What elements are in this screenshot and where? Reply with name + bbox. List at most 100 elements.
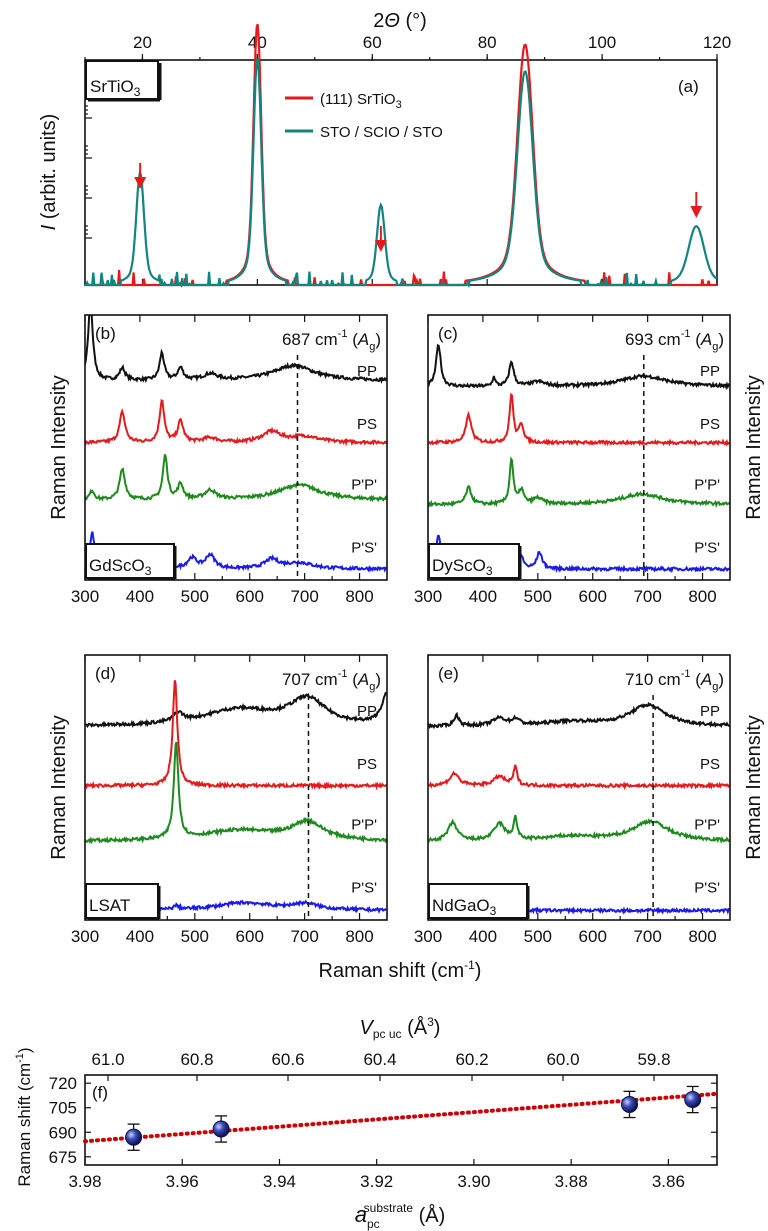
substrate-label: GdScO3	[89, 556, 152, 578]
panel-a-ylabel: I (arbit. units)	[38, 114, 60, 231]
panel-label: (e)	[438, 664, 459, 683]
panel-label: (b)	[95, 324, 116, 343]
raman-xtick-label: 300	[414, 587, 442, 606]
mode-label: 710 cm-1 (Ag)	[625, 668, 724, 693]
panel-f-top-tick-label: 60.2	[455, 1050, 488, 1069]
raman-frame	[428, 315, 730, 580]
polarization-label: P'S'	[694, 539, 720, 556]
panel-a-arrow-head	[690, 206, 702, 218]
data-point	[213, 1121, 229, 1137]
panel-a-top-tick-label: 60	[363, 33, 382, 52]
panel-a-ticks: 20 40 60 80 100 120	[85, 33, 731, 285]
panel-a-series-line	[85, 24, 717, 285]
raman-series-PpPp	[85, 742, 387, 842]
raman-xtick-label: 500	[524, 587, 552, 606]
mode-label: 687 cm-1 (Ag)	[282, 328, 381, 353]
polarization-label: P'P'	[694, 476, 720, 493]
raman-series-PpPp	[428, 815, 730, 841]
polarization-label: PS	[357, 416, 377, 433]
panel-f-top-tick-label: 60.6	[271, 1050, 304, 1069]
polarization-label: PP	[357, 363, 377, 380]
raman-series-PP	[85, 302, 387, 381]
polarization-label: PS	[700, 416, 720, 433]
panel-f-xtick-label: 3.90	[457, 1172, 490, 1191]
polarization-label: P'P'	[351, 476, 377, 493]
panel-f-xtick-label: 3.92	[360, 1172, 393, 1191]
panel-a-top-tick-label: 40	[248, 33, 267, 52]
raman-xtick-label: 700	[633, 587, 661, 606]
raman-frame	[85, 315, 387, 580]
panel-a-label: (a)	[678, 77, 699, 96]
panel-a-frame	[85, 60, 717, 285]
panel-f-xtick-label: 3.86	[652, 1172, 685, 1191]
raman-panel-e: 300 400 500 600 700 800 PP PS P'P' P'S' (e) 710 cm-…	[414, 655, 765, 946]
raman-series-PP	[428, 345, 730, 387]
legend-teal-label: STO / SCIO / STO	[320, 124, 443, 141]
mode-label: 693 cm-1 (Ag)	[625, 328, 724, 353]
polarization-label: PS	[700, 756, 720, 773]
raman-xlabel: Raman shift (cm-1)	[319, 958, 482, 982]
data-point	[685, 1092, 701, 1108]
raman-xtick-label: 400	[126, 927, 154, 946]
polarization-label: PP	[700, 363, 720, 380]
polarization-label: P'S'	[694, 879, 720, 896]
raman-xtick-label: 500	[524, 927, 552, 946]
polarization-label: PP	[700, 703, 720, 720]
polarization-label: PS	[357, 756, 377, 773]
panel-f-top-tick-label: 60.4	[363, 1050, 396, 1069]
panel-a-xrd: 2Θ (°) 20 40 60 80 100 120 SrTiO3 (a) (111) S…	[38, 10, 731, 285]
polarization-label: P'P'	[351, 816, 377, 833]
substrate-label: DyScO3	[432, 556, 493, 578]
raman-ylabel: Raman Intensity	[48, 715, 70, 860]
legend-red-label: (111) SrTiO3	[320, 91, 402, 111]
raman-xtick-label: 800	[688, 587, 716, 606]
panel-f-xtick-label: 3.96	[166, 1172, 199, 1191]
substrate-label: NdGaO3	[432, 896, 497, 918]
raman-xtick-label: 800	[345, 927, 373, 946]
raman-xtick-label: 400	[469, 927, 497, 946]
raman-panels: 300 400 500 600 700 800 PP PS P'P' P'S' (b) 687 cm-…	[48, 302, 765, 946]
raman-xtick-label: 700	[290, 587, 318, 606]
panel-label: (d)	[95, 664, 116, 683]
raman-xtick-label: 400	[469, 587, 497, 606]
raman-series-PS	[428, 395, 730, 444]
raman-ylabel: Raman Intensity	[743, 715, 765, 860]
panel-label: (c)	[438, 324, 458, 343]
raman-series-PS	[428, 765, 730, 787]
panel-f-ylabel: Raman shift (cm-1)	[14, 1047, 34, 1186]
panel-a-top-tick-label: 120	[703, 33, 731, 52]
panel-f-scatter: Vpc uc (Å3) 3.98 3.96 3.94 3.92 3.90 3.88 3.86…	[14, 1015, 717, 1231]
raman-xtick-label: 500	[181, 587, 209, 606]
raman-series-PS	[85, 680, 387, 787]
panel-f-top-tick-label: 61.0	[91, 1050, 124, 1069]
raman-xtick-label: 700	[633, 927, 661, 946]
panel-f-xlabel: apcsubstrate (Å)	[355, 1201, 446, 1231]
polarization-label: P'S'	[351, 539, 377, 556]
panel-f-label: (f)	[92, 1083, 108, 1102]
polarization-label: P'P'	[694, 816, 720, 833]
top-axis-title: 2Θ (°)	[373, 10, 427, 32]
panel-a-arrows	[134, 163, 702, 252]
raman-xtick-label: 700	[290, 927, 318, 946]
raman-xtick-label: 600	[579, 587, 607, 606]
panel-a-substrate-label: SrTiO3	[90, 77, 141, 99]
panel-a-top-tick-label: 100	[588, 33, 616, 52]
raman-xtick-label: 300	[414, 927, 442, 946]
figure-canvas: 2Θ (°) 20 40 60 80 100 120 SrTiO3 (a) (111) S…	[0, 0, 768, 1231]
data-point	[126, 1129, 142, 1145]
panel-f-ytick-label: 705	[49, 1099, 77, 1118]
panel-f-frame	[85, 1075, 717, 1165]
substrate-label: LSAT	[89, 896, 130, 915]
raman-panel-b: 300 400 500 600 700 800PPPSP'P'P'S'(b) 687 cm-…	[48, 302, 387, 606]
panel-a-top-tick-label: 20	[133, 33, 152, 52]
raman-xtick-label: 600	[236, 587, 264, 606]
panel-a-arrow-head	[134, 177, 146, 189]
raman-traces	[428, 345, 730, 570]
raman-traces	[85, 302, 387, 570]
raman-series-PS	[85, 401, 387, 444]
raman-xtick-label: 300	[71, 927, 99, 946]
polarization-label: P'S'	[351, 879, 377, 896]
panel-a-top-tick-label: 80	[478, 33, 497, 52]
raman-xtick-label: 800	[688, 927, 716, 946]
raman-xtick-label: 300	[71, 587, 99, 606]
